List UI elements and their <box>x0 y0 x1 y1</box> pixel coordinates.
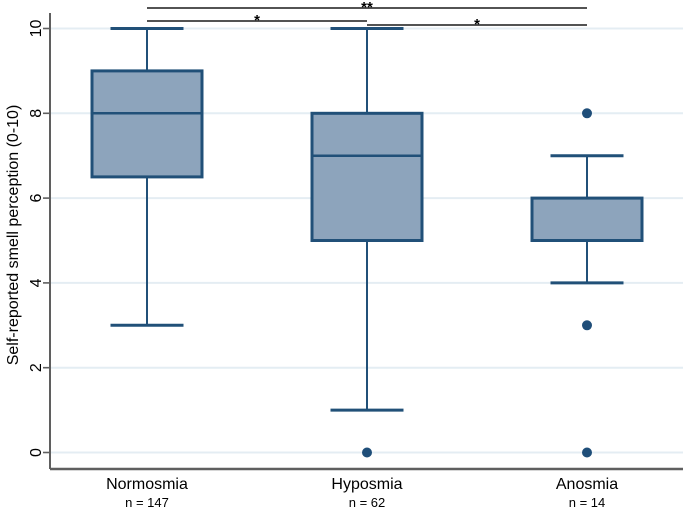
y-axis-title: Self-reported smell perception (0-10) <box>5 104 22 366</box>
y-tick-label: 8 <box>28 109 45 118</box>
y-tick-label: 0 <box>28 448 45 457</box>
y-tick-label: 4 <box>28 278 45 287</box>
significance-label: * <box>474 16 480 33</box>
sample-size-label-hyposmia: n = 62 <box>348 495 386 510</box>
significance-label: * <box>254 12 260 29</box>
sample-size-label-normosmia: n = 147 <box>125 495 169 510</box>
box <box>310 111 424 242</box>
y-tick-label: 2 <box>28 363 45 372</box>
outlier-point <box>582 108 592 119</box>
significance-label: ** <box>361 0 373 16</box>
box <box>90 69 204 179</box>
outlier-point <box>362 447 372 458</box>
outlier-point <box>582 320 592 331</box>
category-label-hyposmia: Hyposmia <box>331 476 403 493</box>
outlier-point <box>582 447 592 458</box>
sample-size-label-anosmia: n = 14 <box>568 495 606 510</box>
box <box>530 196 644 243</box>
y-tick-label: 6 <box>28 194 45 203</box>
category-label-normosmia: Normosmia <box>106 476 188 493</box>
y-tick-label: 10 <box>28 20 45 38</box>
category-label-anosmia: Anosmia <box>555 476 619 493</box>
